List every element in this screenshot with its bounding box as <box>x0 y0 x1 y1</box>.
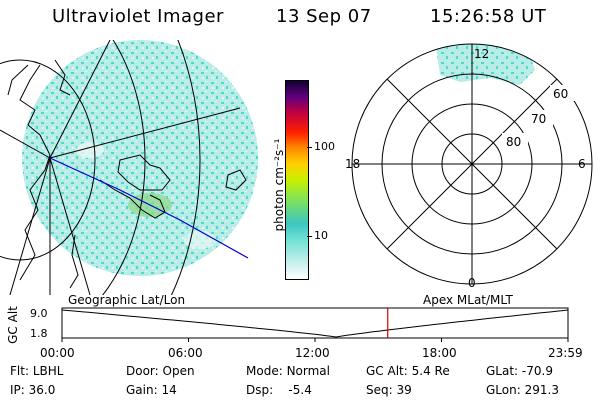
x-tick-label: 18:00 <box>422 346 457 360</box>
status-glon: GLon: 291.3 <box>486 383 559 397</box>
status-ip: IP: 36.0 <box>10 383 56 397</box>
status-glat: GLat: -70.9 <box>486 364 553 378</box>
polar-emission-region <box>435 44 535 85</box>
satellite-track <box>49 157 249 259</box>
y-tick-label: 1.8 <box>30 327 48 340</box>
colorbar-tick-label: 100 <box>314 140 335 153</box>
altitude-curve <box>61 309 569 338</box>
time-label: 15:26:58 UT <box>430 6 547 27</box>
status-gc-alt: GC Alt: 5.4 Re <box>366 364 450 378</box>
colorbar-tick-10 <box>307 236 312 237</box>
status-flt: Flt: LBHL <box>10 364 64 378</box>
mlt-label-0: 0 <box>468 276 476 290</box>
status-dsp: Dsp: -5.4 <box>246 383 312 397</box>
lat-label-80: 80 <box>506 135 521 149</box>
x-tick-label: 06:00 <box>168 346 203 360</box>
x-tick-label: 00:00 <box>40 346 75 360</box>
colorbar-tick-100 <box>307 147 312 148</box>
x-axis-ticks <box>61 338 569 342</box>
x-tick-label: 12:00 <box>295 346 330 360</box>
geographic-map <box>0 40 258 295</box>
instrument-title: Ultraviolet Imager <box>52 6 224 27</box>
status-door: Door: Open <box>126 364 195 378</box>
lat-label-70: 70 <box>531 112 546 126</box>
geographic-caption: Geographic Lat/Lon <box>68 293 186 307</box>
colorbar <box>285 80 309 280</box>
status-seq: Seq: 39 <box>366 383 412 397</box>
colorbar-unit-label: photon cm⁻²s⁻¹ <box>272 138 286 232</box>
y-tick-label: 9.0 <box>30 307 48 320</box>
altitude-timeline <box>61 307 569 342</box>
date-label: 13 Sep 07 <box>276 6 372 27</box>
mlt-label-12: 12 <box>474 47 489 61</box>
status-gain: Gain: 14 <box>126 383 177 397</box>
lat-lon-grid <box>0 40 241 295</box>
lat-label-60: 60 <box>553 87 568 101</box>
mlt-label-18: 18 <box>345 157 360 171</box>
status-mode: Mode: Normal <box>246 364 330 378</box>
uv-emission-region <box>22 40 258 276</box>
apex-caption: Apex MLat/MLT <box>423 293 513 307</box>
polar-plot: 80 70 60 12 18 6 0 <box>345 43 593 290</box>
x-tick-label: 23:59 <box>548 346 583 360</box>
polar-grid <box>351 43 593 285</box>
timeline-frame <box>61 307 569 339</box>
colorbar-tick-label: 10 <box>314 229 328 242</box>
mlt-label-6: 6 <box>578 157 586 171</box>
